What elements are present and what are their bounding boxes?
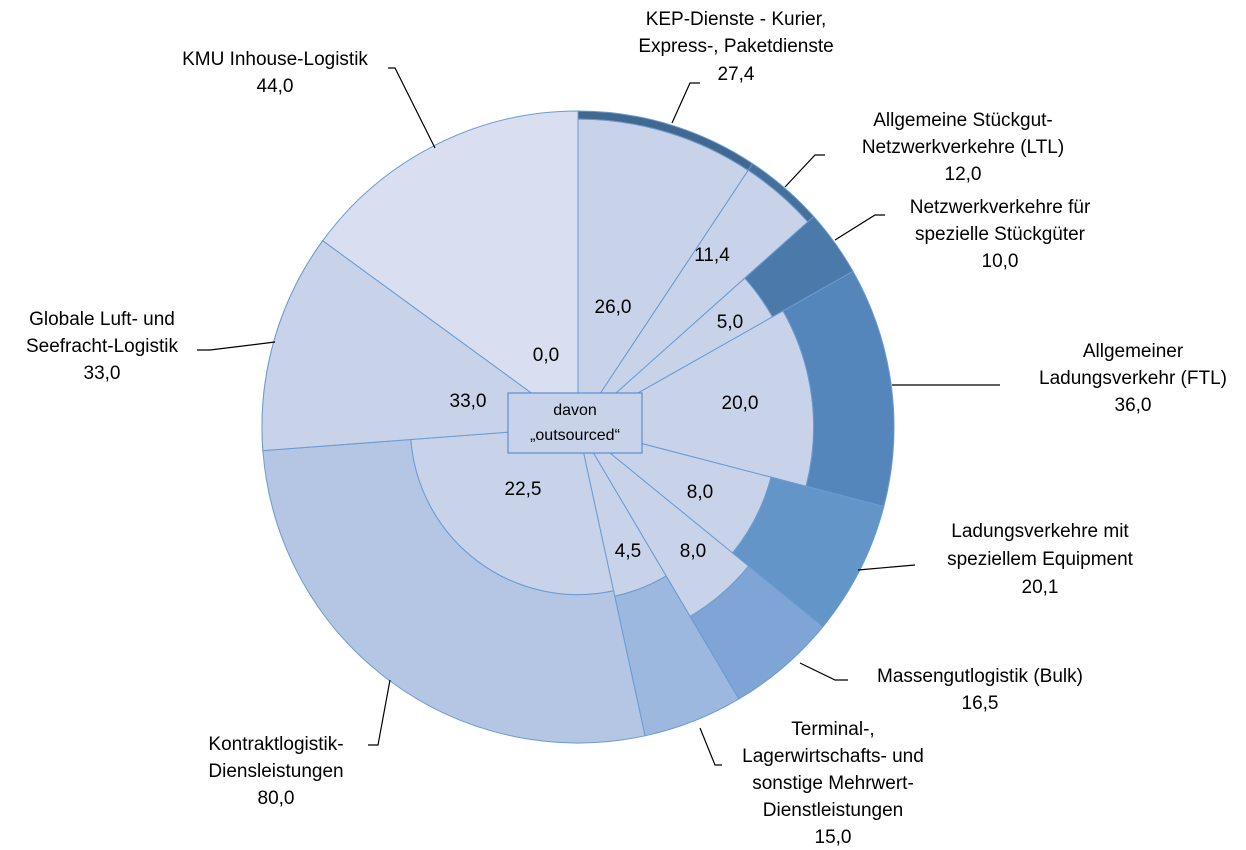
inner-value-label: 22,5: [505, 479, 542, 500]
category-label: Massengutlogistik (Bulk): [877, 666, 1083, 687]
category-label: KEP-Dienste - Kurier, Express-, Paketdien…: [638, 9, 833, 57]
inner-value-label: 5,0: [717, 312, 743, 333]
leader-line: [388, 67, 436, 149]
inner-value-label: 4,5: [615, 541, 641, 562]
value-label: 12,0: [945, 164, 982, 185]
outer-segment: [322, 110, 579, 428]
inner-value-label: 11,4: [694, 245, 730, 266]
outsourced-segment: [577, 118, 749, 429]
category-label: Allgemeiner Ladungsverkehr (FTL): [1039, 341, 1227, 389]
leader-line: [671, 82, 700, 124]
category-label: Kontraktlogistik-Diensleistungen: [208, 734, 343, 782]
leader-line: [368, 679, 391, 746]
inner-value-label: 8,0: [687, 482, 713, 503]
value-label: 10,0: [982, 251, 1019, 272]
category-label: Ladungsverkehre mit speziellem Equipment: [947, 521, 1134, 570]
value-label: 20,1: [1022, 577, 1059, 598]
value-label: 44,0: [257, 76, 294, 97]
outsourced-segment: [576, 310, 815, 487]
category-label: Terminal-, Lagerwirtschafts- und sonstige …: [742, 719, 924, 821]
value-label: 33,0: [84, 363, 121, 384]
outsourced-segment: [410, 426, 615, 596]
category-label: KMU Inhouse-Logistik: [182, 49, 368, 70]
outsourced-segment: [261, 240, 580, 452]
inner-value-label: 33,0: [450, 391, 487, 412]
category-label: Globale Luft- und Seefracht-Logistik: [26, 309, 179, 357]
value-label: 27,4: [718, 64, 755, 85]
category-label: Netzwerkverkehre für spezielle Stückgüter: [910, 197, 1091, 245]
inner-value-label: 20,0: [722, 393, 759, 414]
value-label: 80,0: [258, 788, 295, 809]
value-label: 16,5: [962, 693, 999, 714]
center-box: [507, 392, 643, 454]
category-label: Allgemeine Stückgut-Netzwerkverkehre (LT…: [862, 110, 1064, 158]
leader-line: [799, 662, 848, 681]
leader-line: [197, 341, 276, 351]
leader-line: [834, 214, 885, 241]
center-label: davon „outsourced“: [530, 402, 620, 444]
inner-value-label: 8,0: [680, 541, 706, 562]
inner-value-label: 26,0: [595, 297, 632, 318]
leader-line: [857, 564, 916, 571]
leader-line: [699, 727, 722, 766]
inner-value-label: 0,0: [533, 345, 559, 366]
leader-line: [784, 154, 825, 188]
value-label: 36,0: [1115, 395, 1152, 416]
value-label: 15,0: [815, 827, 852, 848]
